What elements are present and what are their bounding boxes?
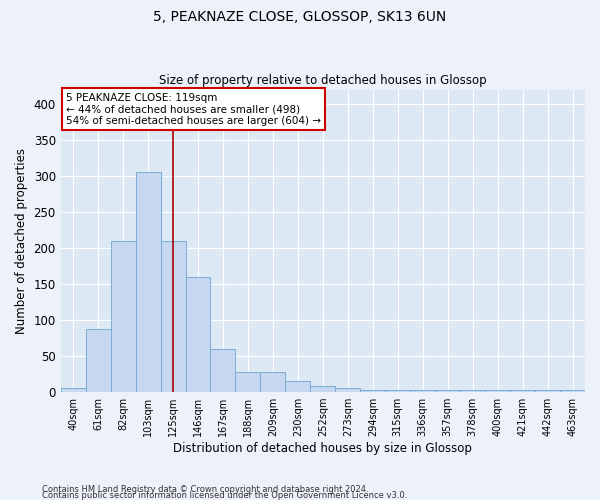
Bar [360, 390, 385, 392]
Text: Contains HM Land Registry data © Crown copyright and database right 2024.: Contains HM Land Registry data © Crown c… [42, 484, 368, 494]
Bar [560, 390, 585, 392]
Bar [385, 390, 410, 392]
Bar [185, 277, 211, 392]
Y-axis label: Number of detached properties: Number of detached properties [15, 148, 28, 334]
X-axis label: Distribution of detached houses by size in Glossop: Distribution of detached houses by size … [173, 442, 472, 455]
Text: Contains public sector information licensed under the Open Government Licence v3: Contains public sector information licen… [42, 490, 407, 500]
Bar [86, 328, 110, 392]
Bar [61, 388, 86, 392]
Bar [335, 388, 360, 392]
Bar [310, 386, 335, 392]
Bar [410, 390, 435, 392]
Bar [235, 372, 260, 392]
Bar [435, 390, 460, 392]
Bar [535, 390, 560, 392]
Title: Size of property relative to detached houses in Glossop: Size of property relative to detached ho… [159, 74, 487, 87]
Bar [211, 349, 235, 392]
Bar [485, 390, 510, 392]
Bar [286, 382, 310, 392]
Bar [136, 172, 161, 392]
Bar [510, 390, 535, 392]
Text: 5 PEAKNAZE CLOSE: 119sqm
← 44% of detached houses are smaller (498)
54% of semi-: 5 PEAKNAZE CLOSE: 119sqm ← 44% of detach… [66, 92, 321, 126]
Text: 5, PEAKNAZE CLOSE, GLOSSOP, SK13 6UN: 5, PEAKNAZE CLOSE, GLOSSOP, SK13 6UN [154, 10, 446, 24]
Bar [161, 241, 185, 392]
Bar [460, 390, 485, 392]
Bar [260, 372, 286, 392]
Bar [110, 241, 136, 392]
